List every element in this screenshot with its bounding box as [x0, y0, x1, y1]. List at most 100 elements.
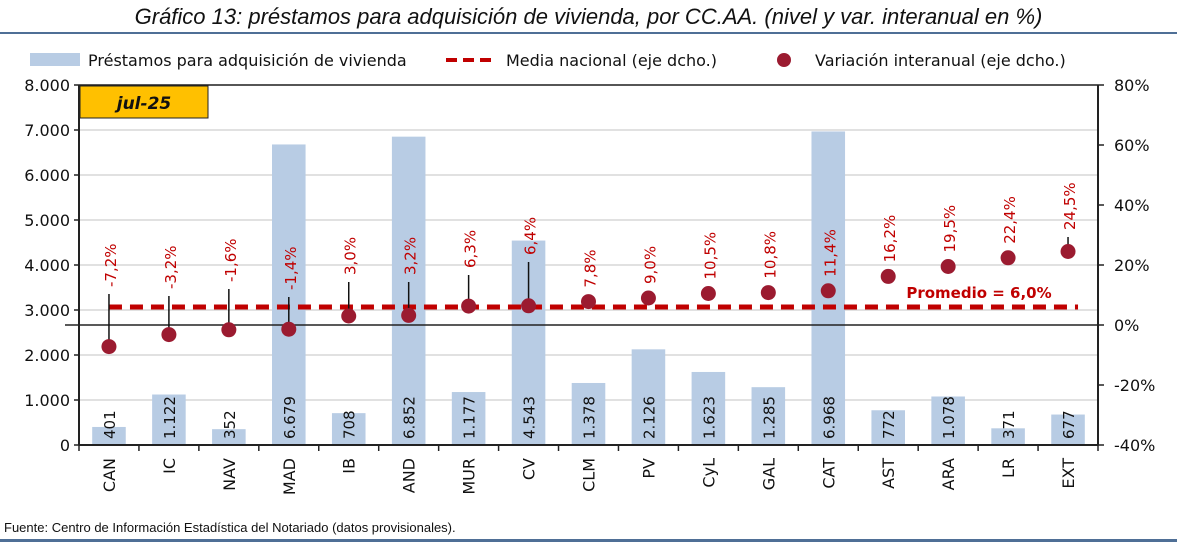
- category-label: CyL: [699, 458, 718, 488]
- right-axis-tick-label: 60%: [1114, 136, 1150, 155]
- variation-label: 6,3%: [462, 230, 480, 268]
- left-axis-tick-label: 8.000: [24, 76, 70, 95]
- variation-label: 3,0%: [342, 237, 360, 275]
- legend-mean-label: Media nacional (eje dcho.): [506, 51, 717, 70]
- left-axis-tick-label: 2.000: [24, 346, 70, 365]
- category-label: CLM: [580, 458, 599, 492]
- bar-value-label: 401: [101, 410, 119, 439]
- variation-dot: [880, 268, 896, 284]
- period-badge-label: jul-25: [114, 94, 171, 114]
- right-axis-tick-label: -20%: [1114, 376, 1155, 395]
- category-label: NAV: [220, 458, 239, 491]
- variation-label: 7,8%: [582, 249, 600, 287]
- category-label: AST: [879, 458, 898, 489]
- category-label: AND: [400, 458, 419, 493]
- variation-dot: [401, 307, 417, 323]
- bar-value-label: 1.623: [700, 396, 718, 439]
- right-axis-tick-label: 40%: [1114, 196, 1150, 215]
- variation-label: 16,2%: [881, 215, 899, 263]
- variation-label: -3,2%: [162, 245, 180, 289]
- variation-dot: [820, 283, 836, 299]
- bar: [92, 426, 126, 445]
- variation-dot: [760, 285, 776, 301]
- variation-dot: [1060, 244, 1076, 259]
- variation-dot: [221, 322, 237, 338]
- legend: Préstamos para adquisición de vivienda M…: [30, 51, 1066, 70]
- left-axis-tick-label: 4.000: [24, 256, 70, 275]
- mean-annotation: Promedio = 6,0%: [906, 284, 1051, 302]
- variation-label: 10,8%: [761, 231, 779, 279]
- variation-dot: [161, 327, 177, 343]
- bar: [451, 392, 486, 445]
- bar: [991, 428, 1025, 445]
- bar-value-label: 371: [1000, 410, 1018, 439]
- category-label: LR: [999, 458, 1018, 478]
- variation-dot: [1000, 250, 1016, 266]
- category-label: GAL: [759, 458, 778, 490]
- bar-value-label: 708: [341, 410, 359, 439]
- chart-title: Gráfico 13: préstamos para adquisición d…: [134, 4, 1043, 29]
- right-axis-tick-label: 0%: [1114, 316, 1139, 335]
- variation-dot: [101, 339, 117, 355]
- bar-value-label: 1.122: [161, 396, 179, 439]
- category-label: EXT: [1059, 458, 1078, 489]
- bar: [571, 382, 606, 445]
- bar-value-label: 6.852: [401, 396, 419, 439]
- bar-value-label: 2.126: [640, 396, 658, 439]
- left-axis-tick-label: 0: [60, 436, 70, 455]
- bars: [92, 131, 1085, 445]
- bar-value-label: 6.968: [820, 396, 838, 439]
- variation-dot: [521, 298, 537, 314]
- bar: [1051, 414, 1085, 445]
- bar: [631, 349, 666, 445]
- left-axis-tick-label: 5.000: [24, 211, 70, 230]
- category-label: CAN: [100, 458, 119, 492]
- variation-label: 11,4%: [821, 229, 839, 277]
- labels: 401 1.122 352 6.679 708 6.852 1.177 4.543 1.378 2…: [101, 182, 1079, 439]
- bar-value-label: 6.679: [281, 396, 299, 439]
- bar: [931, 396, 965, 445]
- category-label: ARA: [939, 458, 958, 490]
- legend-bar-label: Préstamos para adquisición de vivienda: [88, 51, 407, 70]
- bar-value-label: 4.543: [521, 396, 539, 439]
- variation-label: 22,4%: [1001, 196, 1019, 244]
- category-label: PV: [639, 458, 658, 479]
- variation-dot: [640, 290, 656, 306]
- variation-label: -1,6%: [222, 238, 240, 282]
- category-label: MAD: [280, 458, 299, 495]
- variation-label: 19,5%: [941, 205, 959, 253]
- category-label: CAT: [819, 458, 838, 489]
- legend-dot-swatch: [777, 53, 791, 67]
- legend-bar-swatch: [30, 53, 80, 66]
- category-label: IB: [340, 458, 359, 474]
- bar-value-label: 1.177: [461, 396, 479, 439]
- bar: [331, 413, 366, 445]
- variation-dot: [940, 259, 956, 274]
- bar: [871, 410, 905, 445]
- bar-value-label: 1.285: [760, 396, 778, 439]
- category-label: CV: [520, 458, 539, 480]
- variation-label: -7,2%: [102, 243, 120, 287]
- dots: [101, 244, 1076, 355]
- variation-label: 3,2%: [402, 237, 420, 275]
- variation-dot: [700, 286, 716, 301]
- category-label: IC: [160, 458, 179, 474]
- left-axis-tick-label: 6.000: [24, 166, 70, 185]
- bar: [152, 394, 186, 445]
- bar-value-label: 1.078: [940, 396, 958, 439]
- bar: [691, 371, 726, 445]
- variation-dot: [581, 294, 596, 310]
- right-axis-tick-label: 80%: [1114, 76, 1150, 95]
- variation-label: 6,4%: [522, 217, 540, 255]
- period-badge: jul-25: [79, 85, 209, 119]
- bar: [212, 429, 246, 445]
- category-label: MUR: [460, 458, 479, 495]
- footer-divider: [0, 539, 1177, 542]
- title-divider: [0, 32, 1177, 34]
- period-badge-box: [79, 85, 209, 119]
- variation-label: 10,5%: [701, 232, 719, 280]
- axes: 0 1.000 2.000 3.000 4.000 5.000 6.000 7.000 8.00…: [24, 76, 1155, 495]
- variation-label: 9,0%: [641, 246, 659, 284]
- variation-label: 24,5%: [1061, 182, 1079, 230]
- left-axis-tick-label: 7.000: [24, 121, 70, 140]
